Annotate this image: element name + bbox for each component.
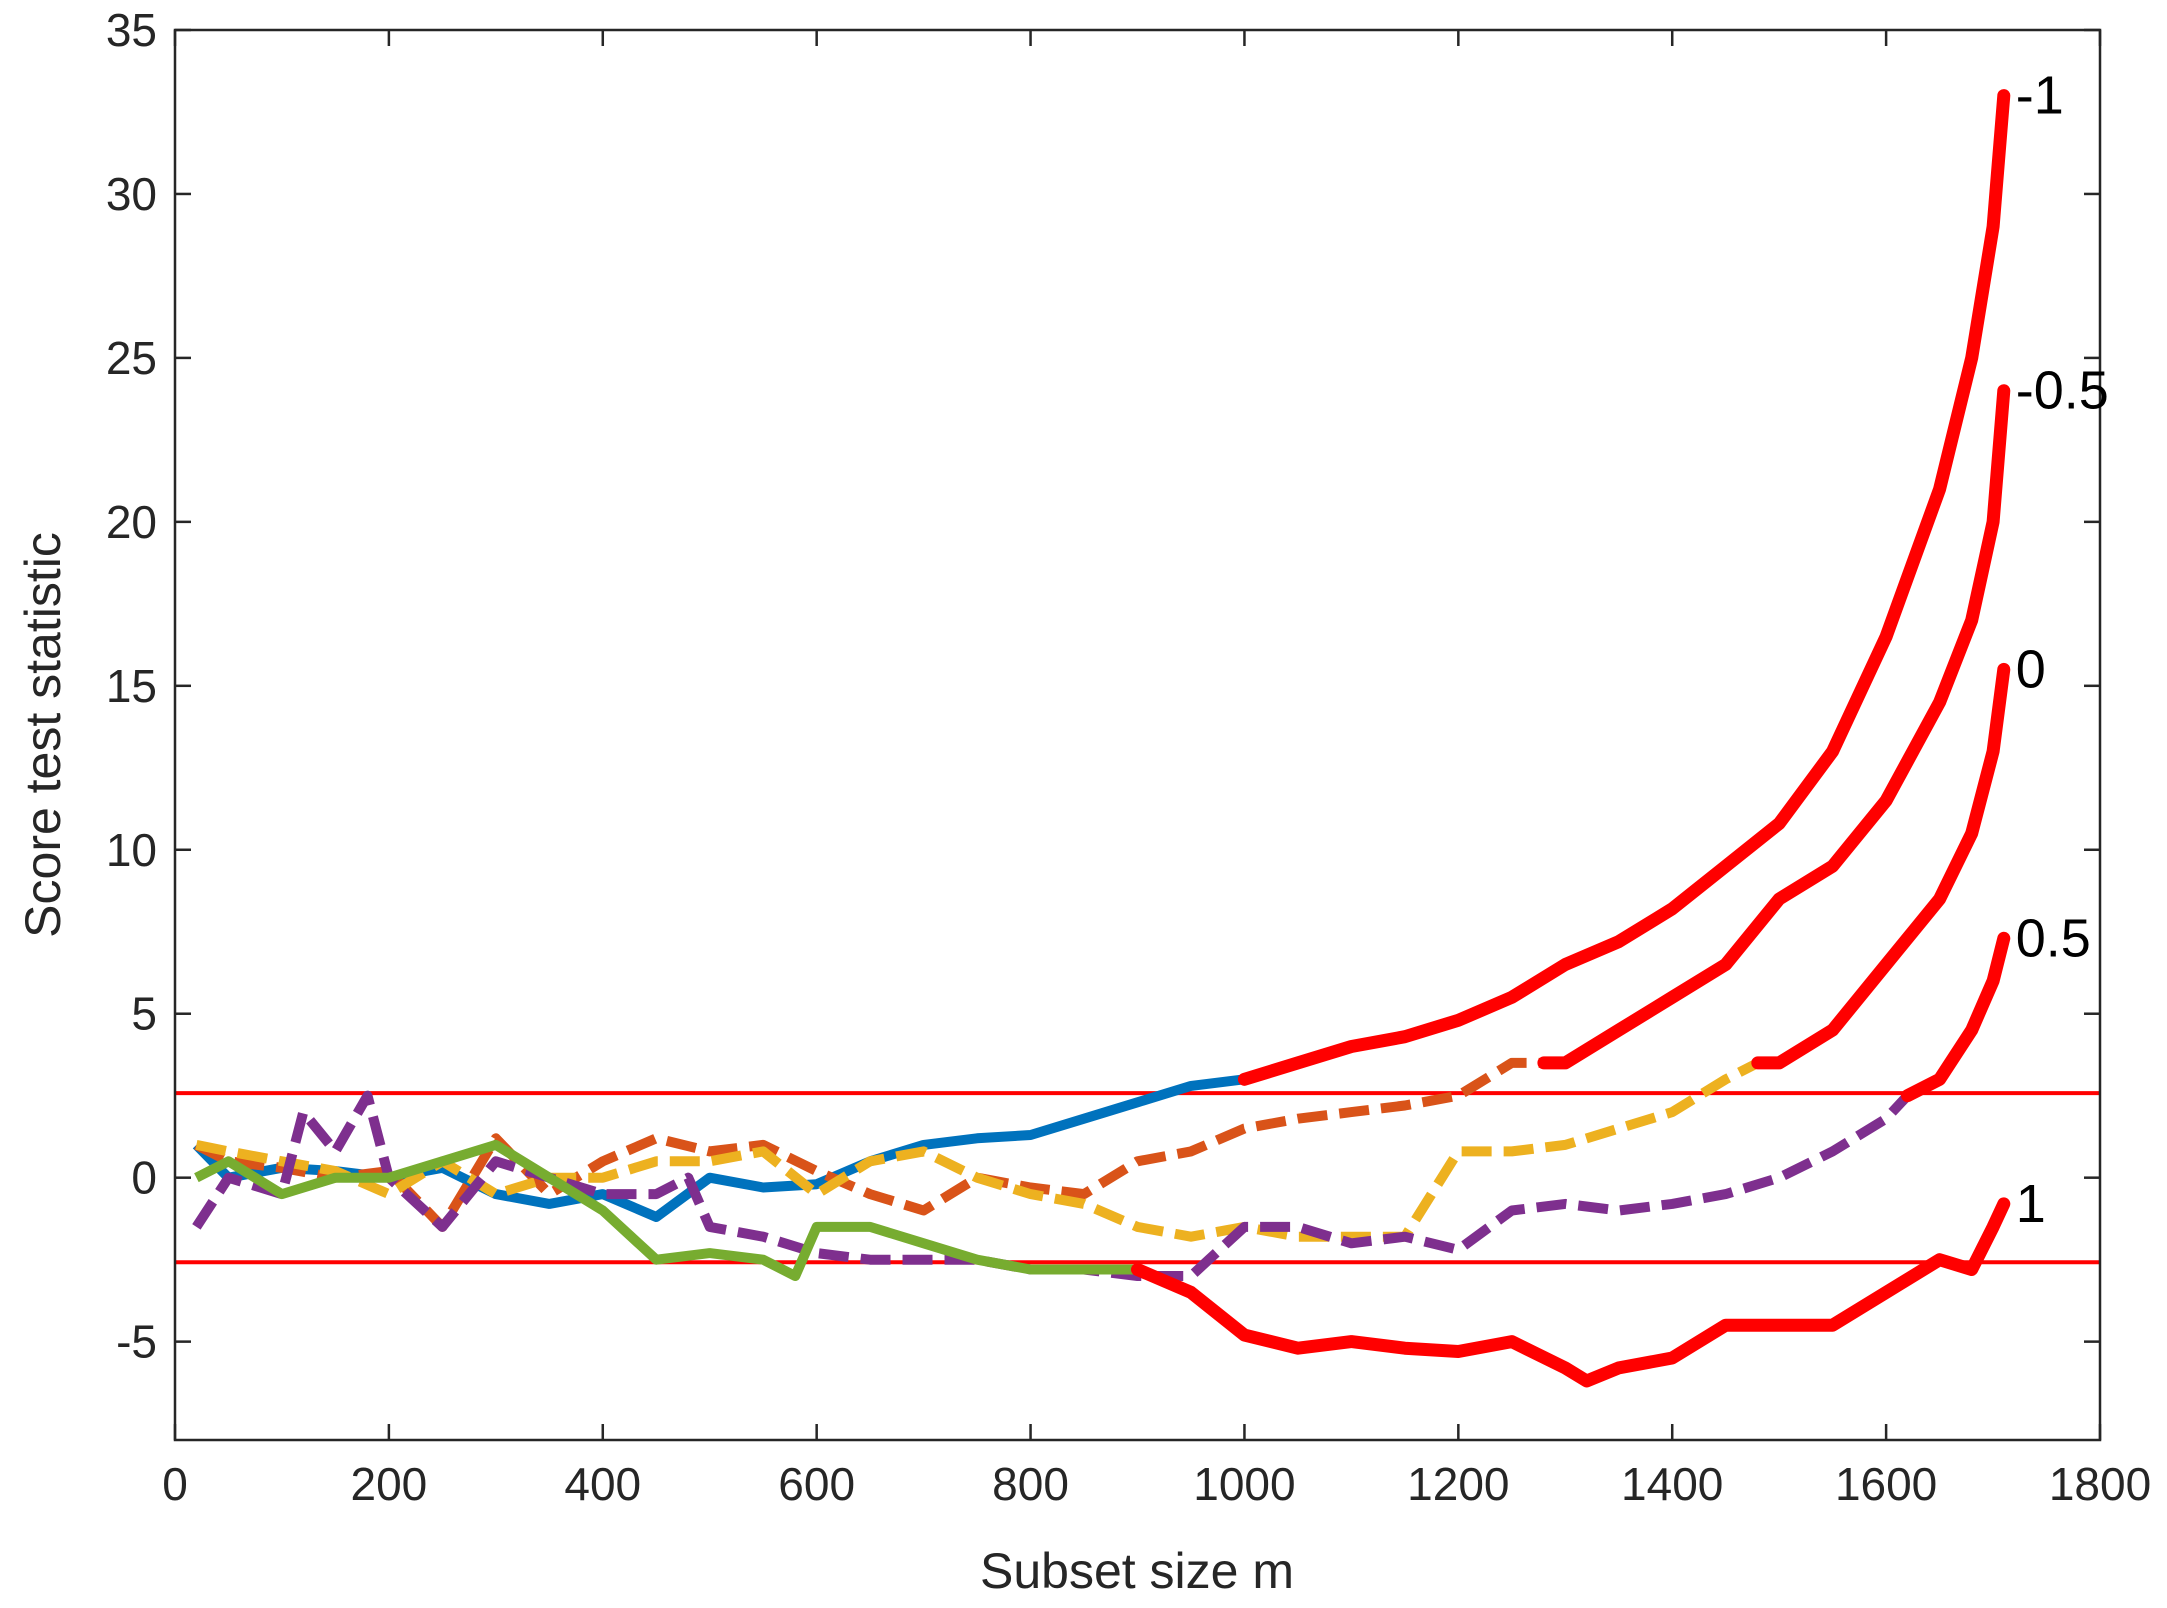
x-tick-label: 800	[992, 1458, 1069, 1510]
x-tick-label: 1400	[1621, 1458, 1723, 1510]
series-highlight-5	[1131, 1197, 2011, 1388]
x-tick-label: 1600	[1835, 1458, 1937, 1510]
y-tick-label: 30	[106, 168, 157, 220]
x-axis-title: Subset size m	[980, 1543, 1294, 1599]
plot-area	[175, 30, 2100, 1440]
x-tick-label: 1000	[1193, 1458, 1295, 1510]
y-tick-label: 0	[131, 1152, 157, 1204]
series-end-label-3: 0	[2016, 639, 2046, 699]
y-tick-label: 5	[131, 988, 157, 1040]
series-highlight-4	[1901, 931, 2011, 1103]
y-tick-label: 25	[106, 332, 157, 384]
x-tick-label: 200	[351, 1458, 428, 1510]
series-highlight-1	[1237, 89, 2011, 1086]
x-tick-label: 0	[162, 1458, 188, 1510]
series-end-label-5: 1	[2016, 1174, 2046, 1234]
x-tick-label: 1800	[2049, 1458, 2151, 1510]
x-tick-label: 400	[564, 1458, 641, 1510]
y-tick-label: 35	[106, 4, 157, 56]
series-highlight-3	[1751, 662, 2011, 1070]
y-tick-label: -5	[116, 1316, 157, 1368]
series-end-label-1: -1	[2016, 66, 2064, 126]
plot-frame	[173, 28, 2102, 1442]
y-axis-title: Score test statistic	[15, 532, 71, 938]
series-highlight-2	[1537, 384, 2011, 1070]
x-tick-label: 1200	[1407, 1458, 1509, 1510]
y-tick-label: 15	[106, 660, 157, 712]
y-tick-label: 10	[106, 824, 157, 876]
series-end-label-4: 0.5	[2016, 908, 2091, 968]
x-tick-label: 600	[778, 1458, 855, 1510]
y-tick-label: 20	[106, 496, 157, 548]
series-end-label-2: -0.5	[2016, 361, 2109, 421]
